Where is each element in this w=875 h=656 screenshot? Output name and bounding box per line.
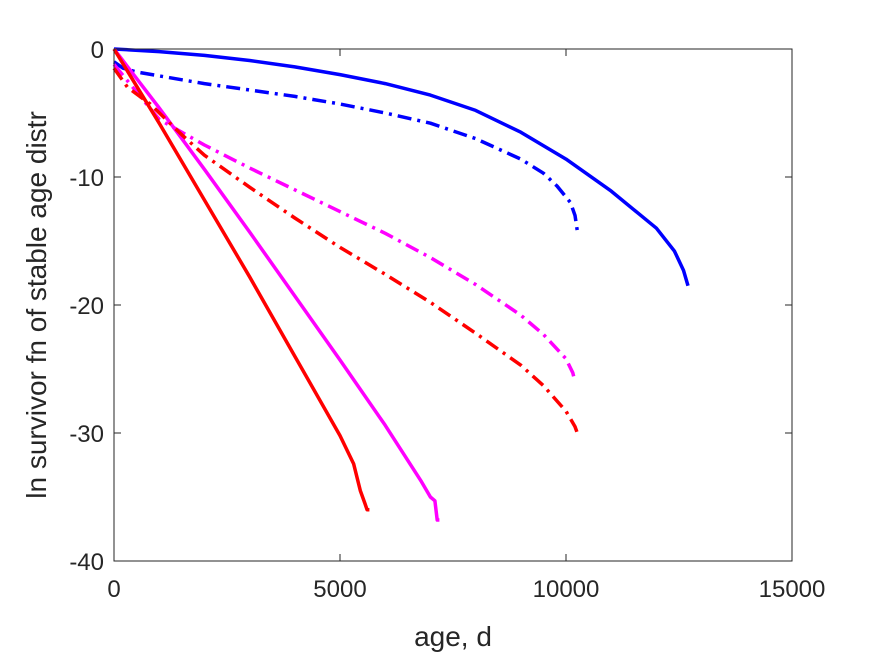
plot-area-background [114,49,792,561]
y-tick-label: -20 [69,293,104,320]
series-line-3 [112,47,440,522]
y-tick-label: -40 [69,549,104,576]
y-tick-label: 0 [91,37,104,64]
y-tick-label: -10 [69,165,104,192]
series-line-2 [112,60,580,232]
x-tick-label: 10000 [533,576,600,603]
x-axis-title: age, d [414,621,492,652]
series-layer [112,47,690,522]
tick-layer: 0 5000 10000 15000 0 -10 -20 -30 -40 [69,37,825,603]
x-tick-label: 0 [107,576,120,603]
series-line-1 [113,47,690,287]
series-line-4 [112,63,577,383]
series-line-6 [112,67,579,434]
y-axis-title: ln survivor fn of stable age distr [21,111,52,499]
series-line-5 [112,48,370,512]
x-tick-label: 15000 [759,576,826,603]
y-tick-label: -30 [69,421,104,448]
x-tick-label: 5000 [313,576,366,603]
